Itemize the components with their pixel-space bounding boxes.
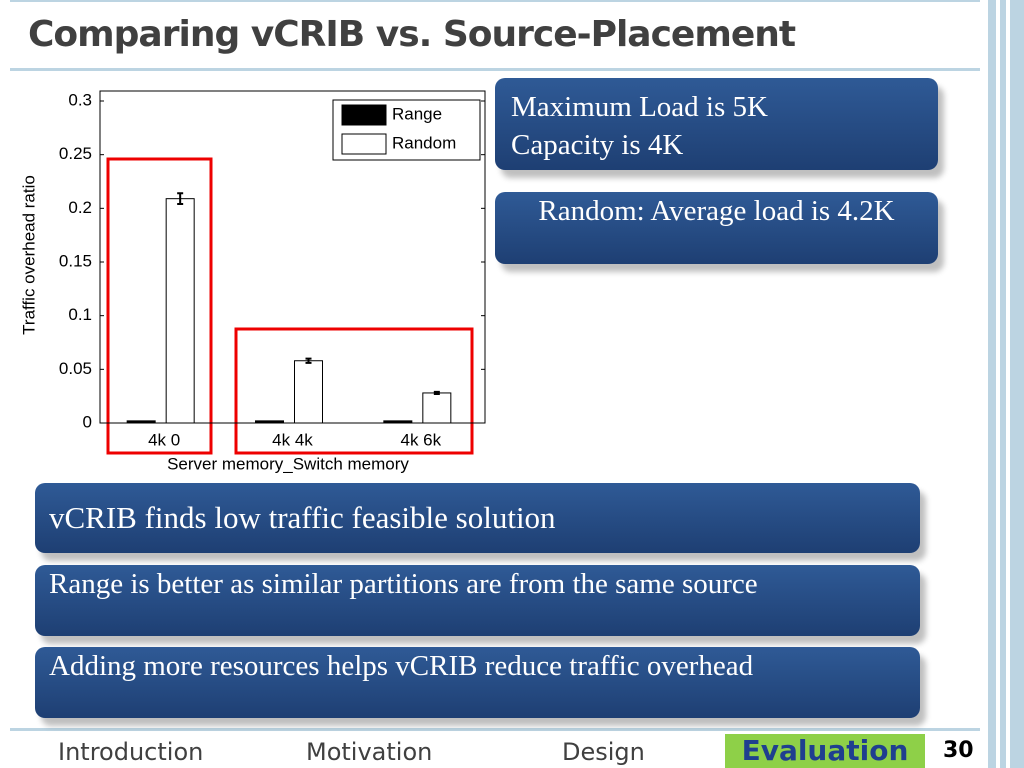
x-tick-label: 4k 4k xyxy=(272,430,313,449)
legend-swatch xyxy=(341,104,387,126)
y-tick-label: 0.05 xyxy=(59,359,92,378)
stripe xyxy=(1010,0,1024,768)
callout-line: Maximum Load is 5K xyxy=(511,91,768,123)
nav-item[interactable]: Design xyxy=(562,738,645,766)
legend-label: Random xyxy=(392,133,456,152)
y-axis-label: Traffic overhead ratio xyxy=(19,175,38,335)
y-tick-label: 0.1 xyxy=(68,305,92,324)
divider xyxy=(10,68,980,71)
divider xyxy=(10,728,980,731)
y-tick-label: 0.25 xyxy=(59,144,92,163)
callout: Maximum Load is 5K Capacity is 4K xyxy=(495,78,938,170)
callout: Random: Average load is 4.2K xyxy=(495,192,938,264)
bar xyxy=(383,420,413,424)
error-bar xyxy=(433,390,440,396)
y-tick-label: 0.3 xyxy=(68,90,92,109)
legend-swatch xyxy=(341,133,387,155)
highlight xyxy=(234,327,474,455)
page-number: 30 xyxy=(943,738,974,763)
y-tick-label: 0.15 xyxy=(59,251,92,270)
bullet: Range is better as similar partitions ar… xyxy=(35,565,920,636)
stripe xyxy=(988,0,996,768)
bullet: vCRIB finds low traffic feasible solutio… xyxy=(35,483,920,553)
plot-frame xyxy=(99,90,486,424)
x-axis-label: Server memory_Switch memory xyxy=(167,454,409,473)
slide-title: Comparing vCRIB vs. Source-Placement xyxy=(28,14,796,55)
bar xyxy=(255,420,284,424)
callout-line: Capacity is 4K xyxy=(511,129,684,161)
nav-item[interactable]: Motivation xyxy=(306,738,433,766)
bar xyxy=(165,198,195,424)
nav-item[interactable]: Introduction xyxy=(58,738,204,766)
bullet: Adding more resources helps vCRIB reduce… xyxy=(35,647,920,718)
bar xyxy=(294,360,323,424)
error-bar xyxy=(305,357,312,364)
chart: Traffic overhead ratio Server memory_Swi… xyxy=(19,90,486,473)
divider xyxy=(10,0,980,2)
y-tick-label: 0 xyxy=(83,412,92,431)
highlight xyxy=(106,157,213,455)
y-tick-label: 0.2 xyxy=(68,198,92,217)
bar xyxy=(422,392,452,424)
legend-label: Range xyxy=(392,104,442,123)
x-tick-label: 4k 0 xyxy=(148,430,180,449)
error-bar xyxy=(177,192,184,206)
nav-item-active[interactable]: Evaluation xyxy=(725,734,925,768)
stripe xyxy=(1000,0,1006,768)
bar xyxy=(126,420,156,424)
x-tick-label: 4k 6k xyxy=(401,430,442,449)
